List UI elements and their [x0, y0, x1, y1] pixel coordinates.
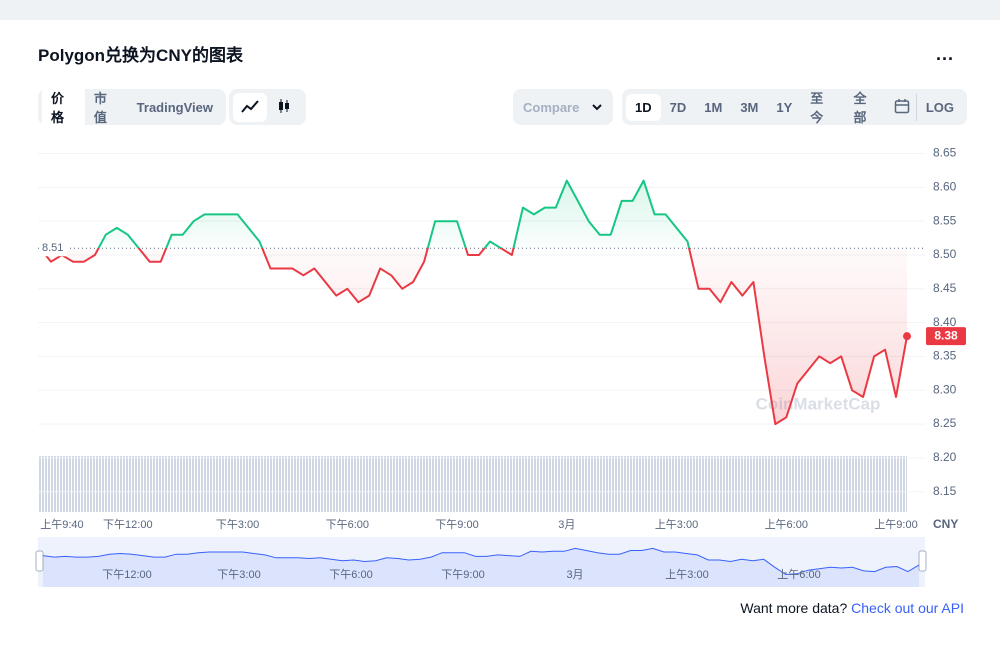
y-tick-label: 8.40 [933, 315, 957, 329]
current-price-box [926, 327, 966, 346]
log-button[interactable]: LOG [915, 93, 963, 121]
compare-dropdown[interactable]: Compare [513, 89, 613, 125]
tab[interactable]: 价格 [42, 82, 85, 132]
calendar-icon [894, 98, 910, 113]
x-tick-label: 上午9:40 [40, 518, 83, 531]
api-link[interactable]: Check out our API [851, 600, 964, 616]
volume-bars [38, 456, 907, 512]
calendar-button[interactable] [888, 94, 916, 121]
navigator-handle[interactable] [918, 550, 927, 572]
x-tick-label: 上午9:00 [874, 518, 917, 531]
x-tick-label: 下午3:00 [216, 518, 259, 531]
y-tick-label: 8.55 [933, 213, 957, 227]
navigator-label: 下午9:00 [441, 568, 484, 581]
compare-label: Compare [523, 99, 580, 115]
navigator-area [43, 548, 919, 587]
range-button[interactable]: 1M [704, 99, 723, 115]
chevron [592, 104, 602, 111]
range-button[interactable]: 1Y [776, 99, 793, 115]
footer-text: Want more data? [740, 600, 848, 616]
y-tick-label: 8.30 [933, 382, 957, 396]
range-button[interactable]: 全部 [853, 91, 867, 125]
navigator-line [42, 547, 920, 576]
y-tick-label: 8.45 [933, 281, 957, 295]
more-menu[interactable]: ... [936, 44, 955, 64]
x-tick-label: 下午12:00 [103, 518, 153, 531]
current-price-label: 8.38 [934, 328, 958, 342]
chart-title: Polygon兑换为CNY的图表 [38, 46, 243, 65]
x-tick-label: 上午6:00 [765, 518, 808, 531]
chart-style [229, 89, 306, 125]
y-tick-label: 8.65 [933, 146, 957, 160]
footer: Want more data? Check out our API [740, 600, 964, 616]
y-tick-label: 8.50 [933, 247, 957, 261]
line-style-button[interactable] [233, 92, 267, 122]
top-bar [0, 0, 1000, 20]
range-button[interactable]: 至今 [810, 91, 824, 125]
reference-label: 8.51 [42, 242, 63, 254]
x-tick-label: 下午6:00 [326, 518, 369, 531]
y-tick-label: 8.20 [933, 450, 957, 464]
range-button[interactable]: 1D [626, 93, 661, 121]
current-dot [903, 332, 911, 341]
navigator-bg [38, 537, 925, 587]
y-tick-label: 8.35 [933, 349, 957, 363]
y-tick-label: 8.60 [933, 180, 957, 194]
navigator-label: 上午6:00 [777, 568, 820, 581]
x-tick-label: 上午3:00 [655, 518, 698, 531]
navigator-label: 下午12:00 [102, 568, 152, 581]
price-line [39, 179, 908, 426]
range-buttons: 1D 7D 1M 3M 1Y 至今 全部 LOG [622, 89, 967, 125]
price-area [40, 180, 907, 425]
axis-unit: CNY [933, 517, 958, 531]
navigator-label: 下午6:00 [329, 568, 372, 581]
tab[interactable]: TradingView [136, 99, 213, 115]
navigator-handle[interactable] [35, 550, 44, 572]
line-icon [241, 99, 259, 113]
candle-style-button[interactable] [267, 93, 301, 122]
candle-icon [279, 98, 289, 113]
navigator-label: 上午3:00 [665, 568, 708, 581]
reference-label-bg [39, 240, 67, 257]
x-tick-label: 下午9:00 [435, 518, 478, 531]
navigator-label: 3月 [566, 569, 583, 581]
x-tick-label: 3月 [558, 519, 575, 531]
view-tabs: 价格 市值 TradingView [38, 82, 226, 132]
range-button[interactable]: 7D [669, 99, 687, 115]
y-tick-label: 8.25 [933, 416, 957, 430]
navigator-label: 下午3:00 [217, 568, 260, 581]
range-button[interactable]: 3M [740, 99, 759, 115]
watermark: CoinMarketCap [756, 394, 881, 413]
tab[interactable]: 市值 [93, 91, 107, 125]
y-tick-label: 8.15 [933, 484, 957, 498]
